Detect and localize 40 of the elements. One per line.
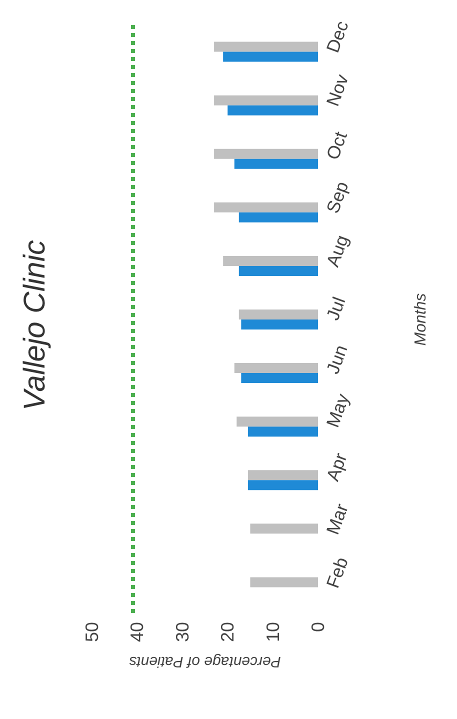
x-tick-label: 20 xyxy=(218,622,238,642)
bar xyxy=(238,310,318,320)
bar xyxy=(250,524,318,534)
bar xyxy=(248,426,318,437)
y-tick-label: Feb xyxy=(322,554,352,591)
bar xyxy=(238,266,318,276)
bar xyxy=(223,256,318,266)
bar xyxy=(214,202,318,212)
y-tick-label: Nov xyxy=(322,72,352,109)
x-tick-label: 40 xyxy=(127,622,148,642)
y-tick-label: Jul xyxy=(322,294,350,323)
text: Vallejo Clinic xyxy=(18,240,52,411)
y-tick-label: Apr xyxy=(322,450,351,484)
x-axis-title: Percentage of Patients xyxy=(128,653,281,670)
bar xyxy=(234,363,318,374)
y-tick-label: Aug xyxy=(322,232,352,270)
bar xyxy=(250,577,318,588)
bar xyxy=(241,320,318,330)
bar xyxy=(223,52,318,62)
x-tick-label: 10 xyxy=(262,622,283,642)
y-tick-label: Mar xyxy=(322,501,352,538)
bar xyxy=(228,105,318,116)
bar xyxy=(236,416,318,427)
bar xyxy=(214,95,318,106)
y-tick-label: Jun xyxy=(322,342,352,376)
y-tick-label: Oct xyxy=(322,129,351,162)
bar xyxy=(241,373,318,384)
bar xyxy=(248,470,318,480)
bar xyxy=(248,480,318,490)
bar xyxy=(234,158,318,169)
y-axis-title: Months xyxy=(412,293,430,346)
y-tick-label: May xyxy=(322,391,354,430)
bar xyxy=(238,212,318,222)
x-tick-label: 30 xyxy=(172,622,192,642)
bar xyxy=(214,148,318,159)
y-tick-label: Dec xyxy=(322,18,352,56)
bar xyxy=(214,42,318,52)
x-tick-label: 0 xyxy=(308,622,328,632)
x-tick-label: 50 xyxy=(82,622,102,642)
y-tick-label: Sep xyxy=(322,178,352,216)
